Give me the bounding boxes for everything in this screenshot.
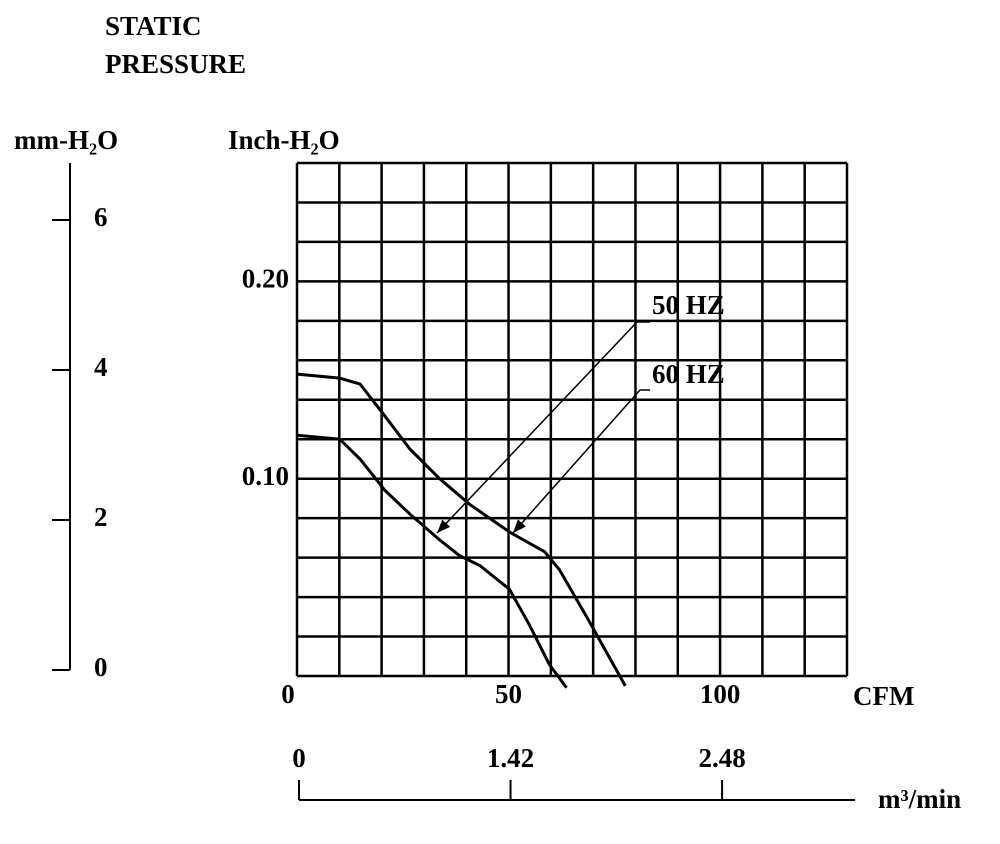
x2-tick-label: 0 [292, 743, 306, 773]
leader-arrow [512, 389, 641, 534]
y2-tick-label: 4 [94, 352, 108, 382]
series-line [296, 433, 568, 689]
x2-axis-title: m³/min [878, 784, 961, 814]
series-label: 60 HZ [652, 359, 725, 389]
y-axis-title: Inch-H₂O [228, 125, 340, 155]
y-tick-label: 0.10 [242, 461, 289, 491]
x2-tick-label: 1.42 [487, 743, 534, 773]
chart-title: PRESSURE [105, 49, 246, 79]
x-tick-label: 100 [700, 679, 741, 709]
leader-arrow [436, 321, 638, 534]
x2-tick-label: 2.48 [698, 743, 745, 773]
y2-tick-label: 0 [94, 652, 108, 682]
y2-tick-label: 2 [94, 502, 108, 532]
series-line [296, 372, 627, 687]
y2-axis-title: mm-H₂O [14, 125, 118, 155]
x-tick-label: 0 [281, 679, 295, 709]
x-tick-label: 50 [495, 679, 522, 709]
chart-title: STATIC [105, 11, 202, 41]
x-axis-title: CFM [853, 681, 914, 711]
y-tick-label: 0.20 [242, 264, 289, 294]
y2-tick-label: 6 [94, 202, 108, 232]
series-label: 50 HZ [652, 290, 725, 320]
